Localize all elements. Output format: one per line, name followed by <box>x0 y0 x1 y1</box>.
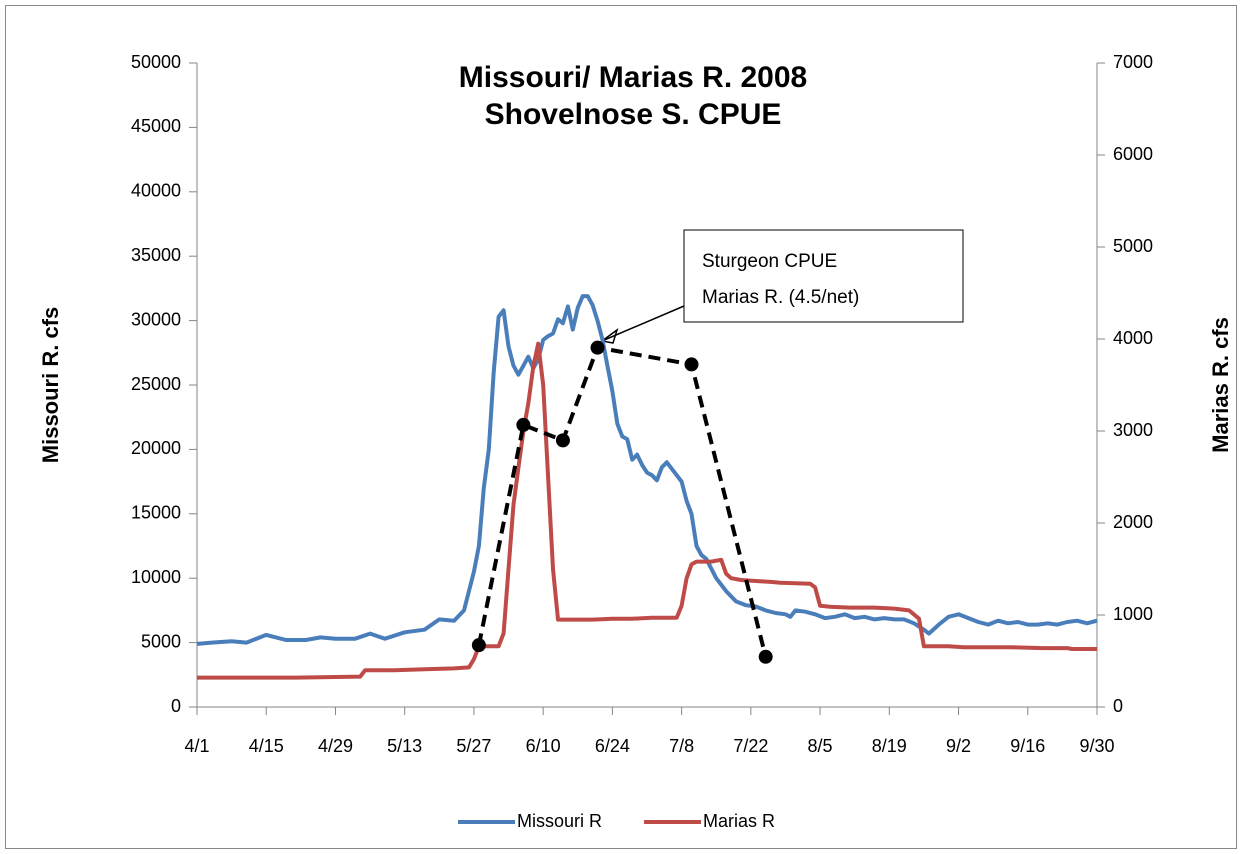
x-tick-label: 6/10 <box>526 736 561 756</box>
x-tick-label: 7/8 <box>669 736 694 756</box>
y2-tick-label: 7000 <box>1113 52 1153 72</box>
y-tick-label: 15000 <box>131 503 181 523</box>
legend-label: Marias R <box>703 811 775 831</box>
data-point <box>555 433 570 448</box>
data-point <box>516 417 531 432</box>
x-tick-label: 4/1 <box>184 736 209 756</box>
y2-tick-label: 0 <box>1113 696 1123 716</box>
x-tick-label: 5/13 <box>387 736 422 756</box>
x-tick-label: 6/24 <box>595 736 630 756</box>
data-point <box>758 649 773 664</box>
y-tick-label: 35000 <box>131 245 181 265</box>
y-tick-label: 25000 <box>131 374 181 394</box>
y2-tick-label: 5000 <box>1113 236 1153 256</box>
y-tick-label: 45000 <box>131 116 181 136</box>
x-tick-label: 5/27 <box>456 736 491 756</box>
chart-subtitle: Shovelnose S. CPUE <box>485 98 782 131</box>
x-tick-label: 4/29 <box>318 736 353 756</box>
x-tick-label: 4/15 <box>249 736 284 756</box>
y2-tick-label: 3000 <box>1113 420 1153 440</box>
series-line <box>197 341 1097 680</box>
legend-label: Missouri R <box>517 811 602 831</box>
x-tick-label: 9/30 <box>1079 736 1114 756</box>
x-tick-label: 8/5 <box>808 736 833 756</box>
x-tick-label: 7/22 <box>733 736 768 756</box>
y-tick-label: 5000 <box>141 631 181 651</box>
arrow-head <box>600 328 619 344</box>
x-tick-label: 8/19 <box>872 736 907 756</box>
y2-tick-label: 4000 <box>1113 328 1153 348</box>
y-tick-label: 20000 <box>131 438 181 458</box>
data-point <box>684 357 699 372</box>
y-tick-label: 40000 <box>131 181 181 201</box>
y2-tick-label: 2000 <box>1113 512 1153 532</box>
y-tick-label: 0 <box>171 696 181 716</box>
annotation-text: Marias R. (4.5/net) <box>702 287 859 308</box>
chart-title: Missouri/ Marias R. 2008 <box>459 61 808 94</box>
y2-tick-label: 1000 <box>1113 604 1153 624</box>
x-tick-label: 9/2 <box>946 736 971 756</box>
y-tick-label: 10000 <box>131 567 181 587</box>
y-axis-label: Missouri R. cfs <box>38 307 63 463</box>
data-point <box>590 340 605 355</box>
y-tick-label: 30000 <box>131 309 181 329</box>
y2-axis-label: Marias R. cfs <box>1208 317 1233 453</box>
x-tick-label: 9/16 <box>1010 736 1045 756</box>
annotation-box <box>683 229 964 323</box>
series-line <box>196 294 1098 646</box>
annotation-text: Sturgeon CPUE <box>702 251 837 272</box>
data-point <box>471 638 486 653</box>
y-tick-label: 50000 <box>131 52 181 72</box>
chart-border <box>5 5 1237 849</box>
y2-tick-label: 6000 <box>1113 144 1153 164</box>
